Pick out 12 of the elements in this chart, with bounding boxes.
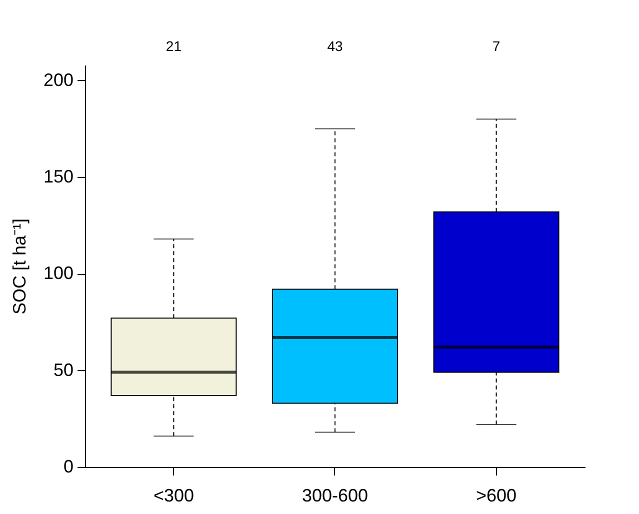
y-axis-title: SOC [t ha⁻¹] (9, 218, 30, 315)
y-tick-label: 200 (43, 70, 74, 90)
y-tick-label: 0 (63, 456, 74, 476)
text: 7 (492, 38, 500, 54)
x-tick-label: <300 (153, 486, 194, 506)
x-tick-label: >600 (476, 486, 517, 506)
text: 43 (327, 38, 343, 54)
text: 21 (166, 38, 182, 54)
x-tick-label: 300-600 (302, 486, 368, 506)
y-tick-label: 150 (43, 166, 74, 187)
y-tick-label: 100 (43, 263, 74, 284)
y-tick-label: 50 (53, 360, 74, 380)
